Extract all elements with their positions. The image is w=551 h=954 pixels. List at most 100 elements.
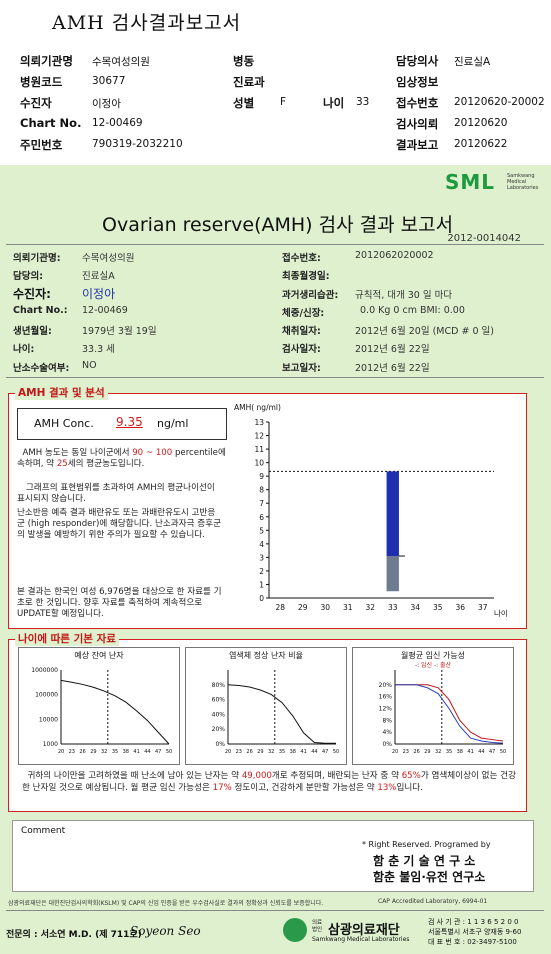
report-title-ko: 검사 결과 보고서 (312, 214, 454, 236)
field-value-birthdate: 1979년 3월 19일 (82, 326, 157, 337)
amh-y-tick-label: 6 (259, 513, 264, 522)
amh-x-tick-label: 35 (433, 603, 443, 612)
label-department: 진료과 (233, 75, 265, 89)
amh-interpretation-3: 난소반응 예측 결과 배란유도 또는 과배란유도시 고반응군 (high res… (17, 508, 221, 540)
org-2: 함춘 불임·유전 연구소 (373, 870, 486, 884)
eggs-x-tick-label: 44 (144, 749, 150, 755)
label-chart-no: Chart No. (20, 116, 82, 130)
field-value-doctor: 진료실A (82, 271, 115, 282)
preg-y-tick-label: 4% (382, 729, 392, 736)
sum-a: 귀하의 나이만을 고려하였을 때 난소에 남아 있는 난자는 약 (27, 771, 240, 781)
amh-section-label: AMH 결과 및 분석 (15, 385, 108, 400)
sum-b: 개로 추정되며, 배란되는 난자 중 약 (271, 771, 399, 781)
eggs-chart-title: 예상 잔여 난자 (74, 650, 124, 660)
eggs-y-tick-label: 1000 (43, 741, 58, 748)
report-number: 2012-0014042 (447, 233, 521, 244)
field-label-lmp: 최종월경일: (282, 271, 330, 282)
divider-fields (6, 377, 544, 378)
field-label-ovary-surgery: 난소수술여부: (13, 363, 70, 374)
divider-top (6, 244, 544, 245)
preg-y-tick-label: 12% (379, 705, 393, 712)
field-label-test-date: 검사일자: (282, 344, 321, 355)
eggs-x-tick-label: 29 (90, 749, 96, 755)
preg-x-tick-label: 47 (489, 749, 495, 755)
eggs-y-tick-label: 10000 (39, 716, 58, 723)
amh-p1-a: AMH 농도는 동일 나이군에서 (22, 448, 130, 458)
value-test-request: 20120620 (454, 117, 508, 129)
amh-y-tick-label: 1 (259, 580, 264, 589)
sum-c: 가 염색체이상이 없는 건강한 난자일 것으로 예상됩니다. 월 평균 임신 가… (22, 771, 516, 793)
label-resident-no: 주민번호 (20, 138, 63, 152)
preg-x-tick-label: 41 (467, 749, 473, 755)
field-label-requester: 의뢰기관명: (13, 253, 61, 264)
chromosome-chart-svg: 염색체 정상 난자 비율 80% 60% 40% 20% 0%20 23 26 29 32 35 3… (212, 650, 340, 755)
chromosome-chart-title: 염색체 정상 난자 비율 (229, 650, 303, 660)
pregnancy-chart-svg: 월평균 임신 가능성 -: 임신 -: 출산 20% 16% 12% 8% 4% 0%20… (379, 650, 507, 755)
field-label-patient: 수진자: (13, 287, 51, 301)
comment-box[interactable]: Comment (12, 820, 534, 892)
field-value-collection: 2012년 6월 20일 (MCD # 0 일) (355, 326, 494, 337)
amh-x-tick-label: 28 (275, 603, 285, 612)
preg-x-tick-label: 23 (403, 749, 409, 755)
sum-e: 입니다. (396, 783, 423, 793)
field-label-cycle: 과거생리습관: (282, 290, 339, 301)
field-value-requester: 수목여성의원 (82, 253, 135, 264)
amh-y-tick-label: 5 (259, 526, 264, 535)
amh-conc-box: AMH Conc. 9.35 ng/ml (17, 408, 227, 440)
amh-y-tick-label: 0 (259, 594, 264, 603)
chrom-y-tick-label: 0% (215, 741, 225, 748)
chrom-x-tick-label: 41 (300, 749, 306, 755)
value-receipt-no: 20120620-20002 (454, 96, 545, 108)
sml-logo-text: SML (445, 170, 496, 194)
preg-x-tick-label: 20 (392, 749, 398, 755)
preg-y-tick-label: 20% (379, 682, 393, 689)
field-value-receipt: 2012062020002 (355, 250, 434, 261)
field-value-ovary-surgery: NO (82, 360, 97, 371)
preg-x-tick-label: 26 (413, 749, 419, 755)
field-label-birthdate: 생년월일: (13, 326, 52, 337)
preg-y-tick-label: 0% (382, 741, 392, 748)
eggs-x-tick-label: 50 (166, 749, 172, 755)
field-value-weight-height: 0.0 Kg 0 cm BMI: 0.00 (360, 305, 465, 316)
report-title: Ovarian reserve(AMH) 검사 결과 보고서 (102, 210, 453, 237)
field-label-report-date: 보고일자: (282, 363, 321, 374)
field-label-age: 나이: (13, 344, 35, 355)
contact-1: 검 사 기 관 : 1 1 3 6 5 2 0 0 (428, 918, 519, 926)
chrom-x-tick-label: 47 (322, 749, 328, 755)
amh-x-tick-label: 37 (478, 603, 488, 612)
chrom-x-tick-label: 26 (246, 749, 252, 755)
sml-sub-3: Laboratories (507, 185, 539, 191)
footer-cap: CAP Accredited Laboratory, 6994-01 (378, 898, 488, 905)
preg-series-line (395, 684, 504, 742)
label-age: 나이 (323, 96, 345, 110)
foundation-sub: Samkwang Medical Laboratories (312, 936, 410, 943)
field-label-collection: 채취일자: (282, 326, 321, 337)
chrom-x-tick-label: 29 (257, 749, 263, 755)
amh-y-tick-label: 9 (259, 472, 264, 481)
amh-y-tick-label: 4 (259, 540, 264, 549)
amh-value-bar (386, 471, 399, 557)
amh-y-tick-label: 11 (254, 445, 264, 454)
amh-p1-range: 90 ~ 100 (132, 448, 173, 458)
chrom-series-line (227, 684, 336, 744)
preg-y-tick-label: 16% (379, 694, 393, 701)
amh-y-tick-label: 12 (254, 432, 264, 441)
chrom-y-tick-label: 40% (212, 711, 226, 718)
age-summary: 귀하의 나이만을 고려하였을 때 난소에 남아 있는 난자는 약 49,000개… (22, 770, 522, 794)
sum-eggs: 49,000 (241, 771, 272, 781)
label-receipt-no: 접수번호 (396, 96, 439, 110)
amh-chart: AMH( ng/ml) 0 1 2 3 4 5 6 7 8 9 10 11 12 13 28 29 30 31 32… (232, 400, 522, 622)
sml-logo-sub: Samkwang Medical Laboratories (507, 173, 538, 191)
eggs-series-line (60, 679, 170, 745)
chrom-x-tick-label: 20 (225, 749, 231, 755)
chrom-x-tick-label: 50 (333, 749, 339, 755)
foundation-pre: 의료 법인 (312, 920, 323, 933)
amh-interpretation-4: 본 결과는 한국인 여성 6,976명을 대상으로 한 자료를 기초로 한 것입… (17, 587, 222, 619)
field-label-chart-no: Chart No.: (13, 305, 68, 316)
signature: Soyeon Seo (130, 924, 201, 938)
eggs-x-tick-label: 32 (101, 749, 107, 755)
chrom-y-tick-label: 80% (212, 682, 226, 689)
eggs-x-tick-label: 20 (58, 749, 64, 755)
